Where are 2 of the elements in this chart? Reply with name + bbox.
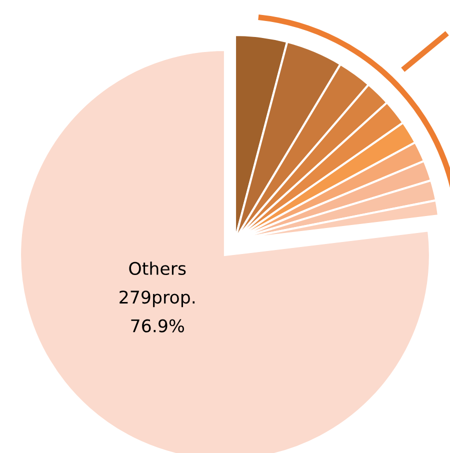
slice-label: Others: [129, 262, 186, 276]
data-label: 279prop. 76.9%: [120, 290, 195, 332]
